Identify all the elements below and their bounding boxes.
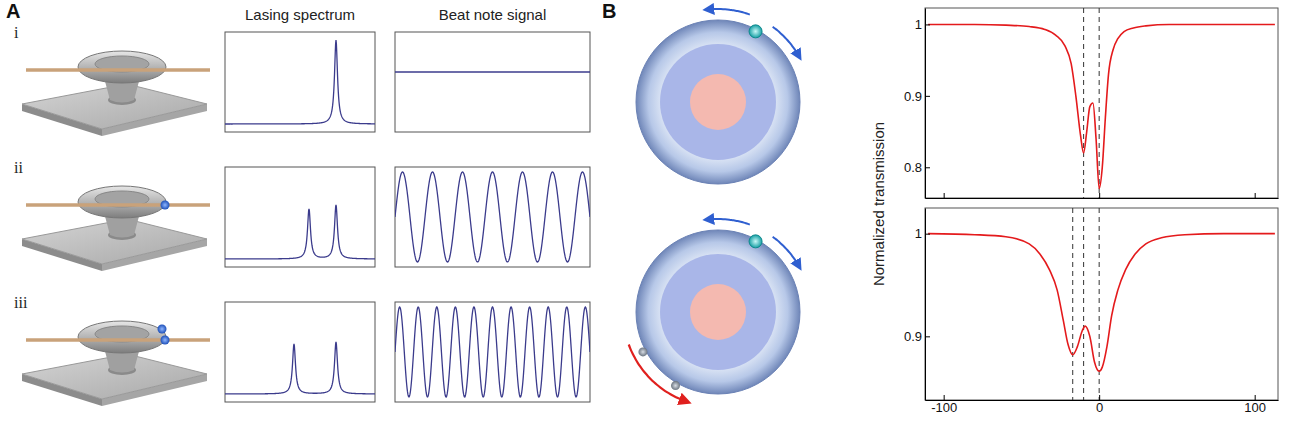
y-axis: 0.91 — [904, 209, 930, 401]
tick: -100 — [931, 395, 957, 415]
scatterer — [671, 381, 680, 390]
tick-label: 100 — [1244, 400, 1266, 415]
spectrum-line — [225, 342, 375, 394]
plot-area — [395, 307, 590, 397]
spectrum-line — [225, 205, 375, 259]
arrow — [708, 9, 750, 15]
plot-frame — [925, 208, 1278, 400]
plot-area — [225, 40, 375, 124]
particle — [158, 325, 167, 334]
fiber-taper — [26, 338, 210, 342]
resonator-ring — [636, 230, 800, 394]
panel-letter: A — [6, 0, 20, 22]
plot-area — [225, 342, 375, 394]
scatterer — [638, 347, 647, 356]
plot-frame — [225, 302, 375, 402]
microtoroid — [22, 51, 210, 136]
plot-area — [395, 72, 590, 73]
particle — [161, 336, 170, 345]
resonator-top-view — [636, 9, 800, 184]
reference-line — [1083, 208, 1084, 400]
spectrum-line — [225, 40, 375, 124]
tick — [1255, 193, 1256, 198]
row-label: ii — [14, 159, 23, 176]
arrow — [708, 219, 750, 225]
axis-line — [926, 198, 1279, 199]
axis-title: Normalized transmission — [870, 122, 887, 286]
reference-line — [1099, 8, 1100, 198]
tick-label: 1 — [915, 17, 922, 32]
plot-frame — [925, 8, 1278, 198]
transmission-line — [928, 24, 1275, 188]
arrow — [773, 237, 799, 266]
beat-note-line — [395, 307, 590, 397]
tick: 0.8 — [904, 160, 930, 175]
axis-line — [925, 209, 926, 401]
reference-line — [1083, 8, 1084, 198]
toroid — [78, 51, 166, 83]
microtoroid — [22, 321, 210, 406]
tick: 0 — [1096, 395, 1103, 415]
tick — [944, 193, 945, 198]
tick — [1099, 193, 1100, 198]
tick: 100 — [1244, 395, 1266, 415]
tick-label: 1 — [915, 226, 922, 241]
plot-frame — [225, 32, 375, 132]
tick-mark — [925, 167, 930, 168]
tick: 0.9 — [904, 89, 930, 104]
x-axis: -100 0 100 — [926, 395, 1279, 415]
plot-frame — [395, 302, 590, 402]
tick-mark — [1255, 193, 1256, 198]
tick-mark — [925, 96, 930, 97]
row-label: i — [14, 24, 19, 41]
plot-area — [225, 205, 375, 259]
plot-frame — [395, 167, 590, 267]
tick: 0.9 — [904, 329, 930, 344]
arrow — [773, 27, 799, 56]
resonator-disc — [660, 254, 776, 370]
toroid — [78, 186, 166, 218]
tick: 1 — [915, 17, 930, 32]
tick-label: 0.9 — [904, 329, 922, 344]
beat-note-line — [395, 71, 590, 72]
axis-line — [925, 9, 926, 199]
beat-note-line — [395, 172, 590, 262]
tick-mark — [1099, 193, 1100, 198]
y-axis: 0.8 0.9 1 — [904, 9, 930, 199]
tick-mark — [925, 336, 930, 337]
tick-label: 0.9 — [904, 89, 922, 104]
fiber-taper — [26, 203, 210, 207]
resonator-disc — [660, 44, 776, 160]
resonator-core — [690, 284, 746, 340]
panel-letter: B — [602, 0, 616, 22]
fiber-taper — [26, 68, 210, 72]
plot-area — [928, 8, 1275, 198]
transmission-line — [928, 234, 1275, 372]
tick-label: 0.8 — [904, 160, 922, 175]
column-title: Beat note signal — [439, 6, 547, 23]
plot-frame — [395, 32, 590, 132]
tick: 1 — [915, 226, 930, 241]
resonator-ring — [636, 20, 800, 184]
x-axis — [926, 193, 1279, 199]
particle — [749, 25, 762, 38]
reference-line — [1072, 208, 1073, 400]
column-title: Lasing spectrum — [245, 6, 355, 23]
resonator-core — [690, 74, 746, 130]
microtoroid — [22, 186, 210, 271]
tick-label: 0 — [1096, 400, 1103, 415]
resonator-top-view — [629, 219, 800, 401]
tick-mark — [944, 193, 945, 198]
particle — [749, 235, 762, 248]
plot-area — [928, 208, 1275, 400]
toroid — [78, 321, 166, 353]
tick-label: -100 — [931, 400, 957, 415]
plot-frame — [225, 167, 375, 267]
row-label: iii — [14, 294, 28, 311]
tick-mark — [925, 24, 930, 25]
arrow — [629, 344, 686, 401]
plot-area — [395, 172, 590, 262]
particle — [161, 201, 170, 210]
tick-mark — [925, 234, 930, 235]
